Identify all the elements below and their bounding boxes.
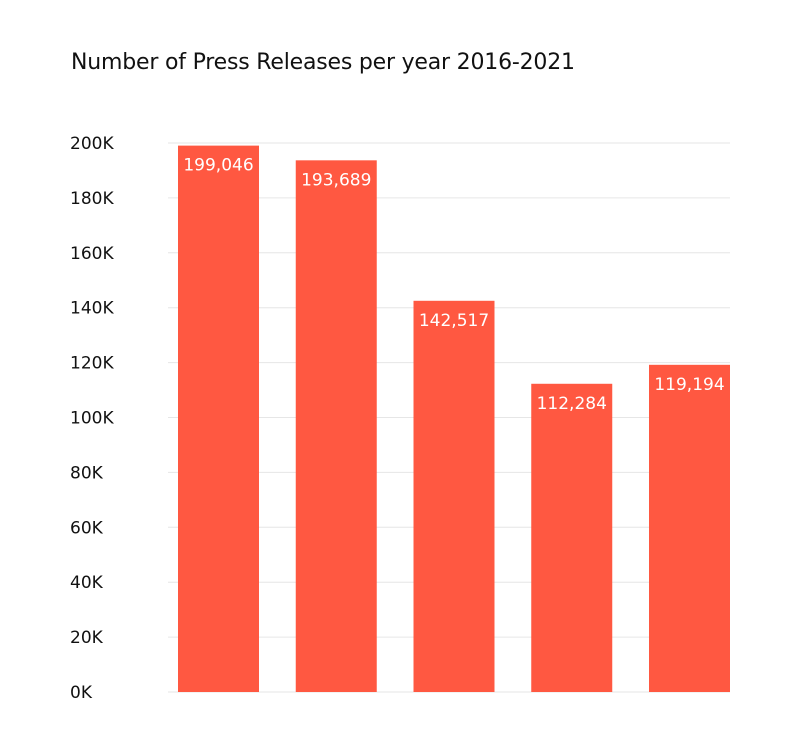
bar-value-label: 199,046	[183, 156, 253, 176]
bar	[178, 145, 259, 693]
bar	[413, 300, 495, 692]
y-tick-label: 0K	[70, 683, 93, 703]
bar	[295, 160, 377, 692]
y-tick-label: 100K	[70, 409, 114, 429]
chart-title: Number of Press Releases per year 2016-2…	[71, 50, 575, 75]
bars	[178, 145, 730, 693]
y-tick-label: 140K	[70, 299, 114, 319]
y-tick-label: 120K	[70, 354, 114, 374]
y-tick-label: 60K	[70, 518, 104, 538]
bar	[531, 383, 613, 692]
y-tick-label: 160K	[70, 244, 114, 264]
bar-value-label: 193,689	[301, 170, 371, 190]
bar-value-label: 119,194	[654, 375, 724, 395]
y-tick-label: 40K	[70, 573, 104, 593]
y-tick-label: 20K	[70, 628, 104, 648]
y-tick-label: 80K	[70, 463, 104, 483]
y-tick-label: 200K	[70, 134, 114, 154]
bar-value-label: 112,284	[537, 394, 607, 414]
bar-value-label: 142,517	[419, 311, 489, 331]
y-axis-ticks: 0K 20K 40K 60K 80K 100K 120K 140K 160K 180K 200K	[70, 134, 114, 703]
data-labels: 199,046 193,689 142,517 112,284 119,194	[183, 156, 724, 414]
y-tick-label: 180K	[70, 189, 114, 209]
bar	[649, 364, 730, 692]
